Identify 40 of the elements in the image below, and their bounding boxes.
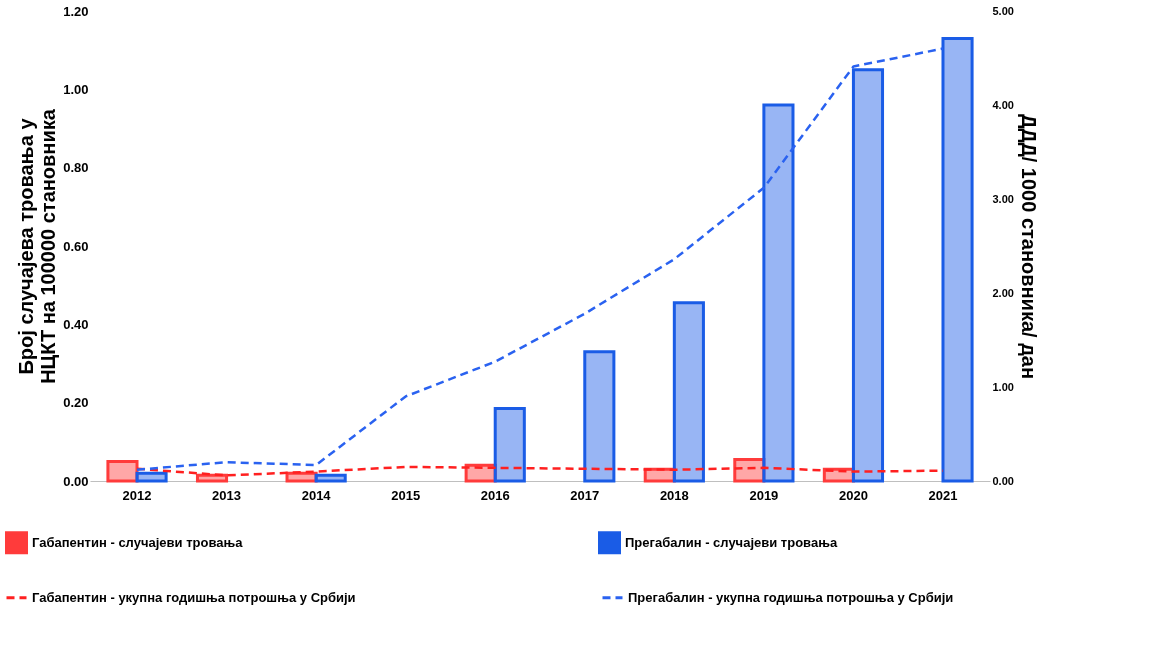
x-tick-label: 2014 (301, 487, 332, 503)
y2-axis-title: ДДД/ 1000 становника/ дан (1017, 113, 1040, 380)
y2-tick-label: 4.00 (992, 98, 1014, 111)
bar (106, 459, 139, 483)
y2-tick-label: 2.00 (992, 286, 1014, 299)
legend-label: Габапентин - случајеви тровања (32, 534, 244, 550)
y-tick-label: 1.00 (63, 81, 89, 97)
bar (672, 301, 705, 483)
y2-tick-label: 1.00 (992, 380, 1014, 393)
line-series (135, 47, 945, 471)
y2-tick-label: 3.00 (992, 192, 1014, 205)
bar (195, 473, 229, 483)
bar (583, 350, 616, 483)
x-tick-label: 2017 (570, 487, 600, 503)
y-tick-label: 0.40 (63, 316, 89, 332)
x-tick-label: 2012 (122, 487, 152, 503)
legend-label: Прегабалин - случајеви тровања (625, 534, 838, 550)
y-tick-label: 0.00 (63, 473, 89, 489)
bar (851, 68, 885, 483)
y-tick-label: 0.80 (63, 160, 89, 176)
x-tick-label: 2018 (659, 487, 689, 503)
x-tick-label: 2013 (212, 487, 242, 503)
y-axis-title: Број случајева тровања у НЦКТ на 100000 становника (15, 108, 60, 384)
x-tick-label: 2015 (391, 487, 421, 503)
legend-label: Прегабалин - укупна годишња потрошња у Србији (628, 589, 954, 605)
y-tick-label: 0.20 (63, 395, 89, 411)
x-tick-label: 2019 (749, 487, 779, 503)
x-tick-label: 2016 (480, 487, 510, 503)
bar (493, 407, 526, 483)
bar (762, 103, 795, 483)
y-tick-label: 0.60 (63, 238, 89, 254)
bar (941, 36, 974, 483)
y2-tick-label: 5.00 (992, 4, 1014, 17)
x-tick-label: 2020 (838, 487, 868, 503)
bar (135, 471, 168, 483)
x-tick-label: 2021 (928, 487, 958, 503)
legend-label: Габапентин - укупна годишња потрошња у Србији (32, 589, 356, 605)
y-tick-label: 1.20 (63, 3, 89, 19)
y2-tick-label: 0.00 (992, 474, 1014, 487)
bar (314, 473, 347, 483)
